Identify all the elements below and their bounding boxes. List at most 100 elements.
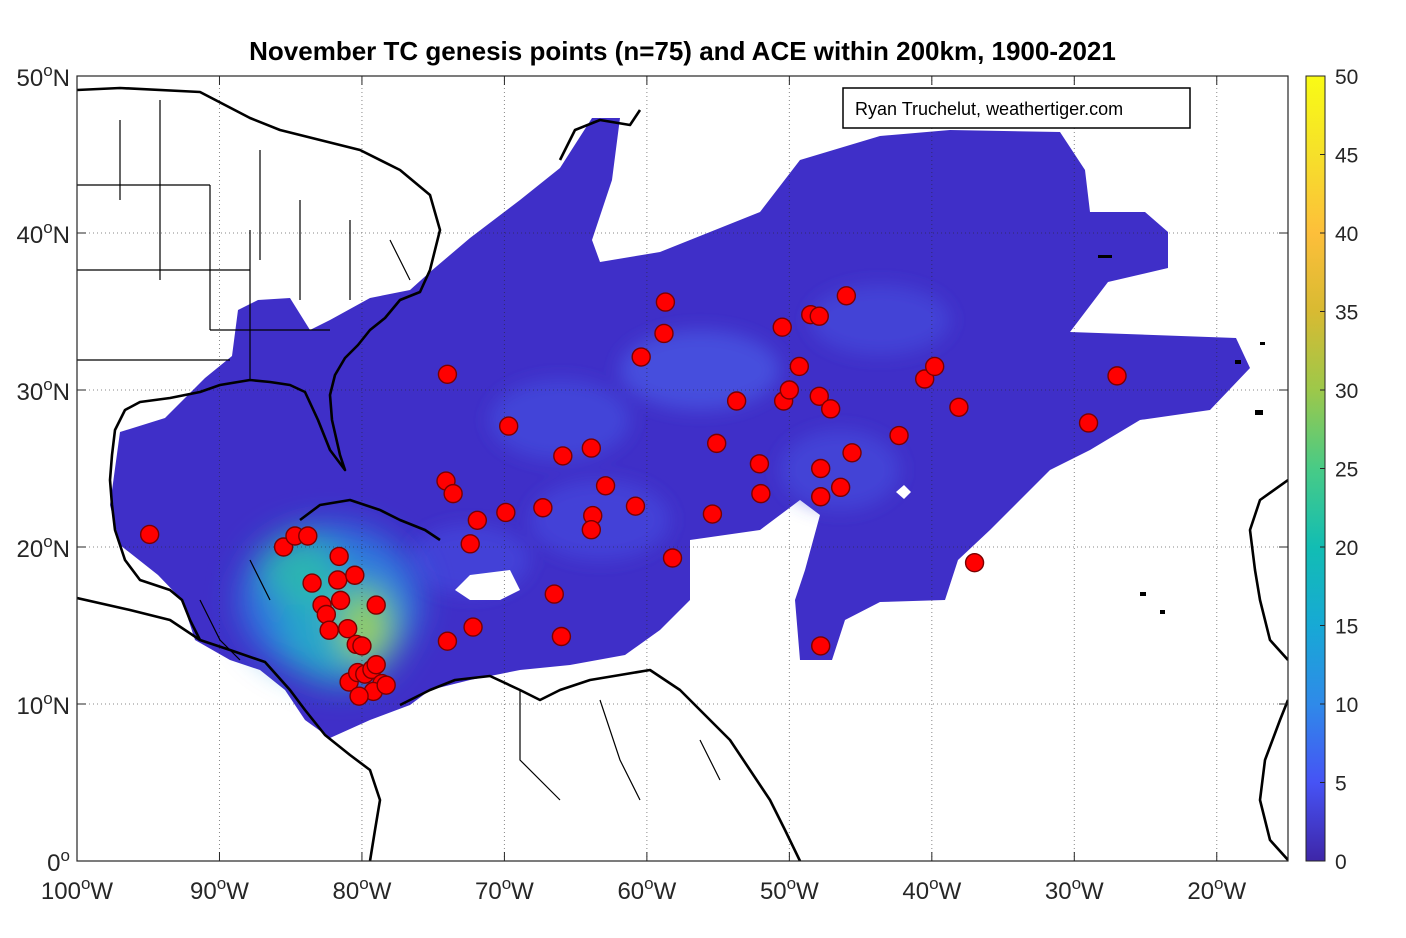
genesis-point bbox=[544, 584, 564, 604]
lat-tick-label: 20oN bbox=[16, 532, 70, 563]
genesis-point bbox=[1107, 366, 1127, 386]
genesis-point bbox=[551, 626, 572, 647]
genesis-point bbox=[779, 380, 800, 400]
genesis-point bbox=[1078, 413, 1099, 433]
colorbar-tick-label: 25 bbox=[1335, 459, 1358, 482]
genesis-point bbox=[553, 446, 573, 466]
genesis-point bbox=[443, 483, 463, 504]
colorbar-tick-label: 15 bbox=[1335, 616, 1358, 639]
borders bbox=[77, 100, 721, 801]
genesis-point bbox=[836, 286, 857, 306]
colorbar-tick-label: 20 bbox=[1335, 537, 1358, 560]
genesis-point bbox=[330, 590, 351, 611]
genesis-point bbox=[820, 399, 841, 419]
genesis-point bbox=[496, 502, 516, 523]
genesis-point bbox=[337, 618, 358, 639]
axis-ticks bbox=[76, 75, 1288, 862]
genesis-point bbox=[949, 397, 969, 417]
genesis-point bbox=[437, 631, 458, 651]
map-title: November TC genesis points (n=75) and AC… bbox=[249, 36, 1116, 66]
colorbar-tick-label: 50 bbox=[1335, 66, 1358, 89]
genesis-point bbox=[706, 433, 727, 454]
genesis-point bbox=[751, 483, 771, 504]
genesis-point bbox=[302, 573, 322, 593]
colorbar-tick-label: 5 bbox=[1335, 773, 1347, 796]
genesis-point bbox=[328, 570, 348, 590]
colorbar-tick-label: 40 bbox=[1335, 223, 1358, 246]
colorbar-tick-label: 0 bbox=[1335, 851, 1347, 874]
colorbar-tick-label: 10 bbox=[1335, 694, 1358, 717]
lat-tick-label: 50oN bbox=[16, 61, 70, 92]
genesis-point bbox=[316, 604, 337, 625]
lon-tick-label: 70oW bbox=[475, 874, 534, 905]
genesis-point bbox=[810, 636, 831, 656]
genesis-point bbox=[631, 347, 651, 367]
latitude-tick-labels: 0o 10oN 20oN 30oN 40oN 50oN bbox=[16, 61, 70, 877]
lon-tick-label: 40oW bbox=[902, 874, 961, 905]
hispaniola-gap bbox=[455, 570, 520, 600]
credit-text: Ryan Truchelut, weathertiger.com bbox=[855, 99, 1123, 119]
genesis-point bbox=[924, 356, 945, 377]
genesis-point bbox=[349, 686, 369, 706]
longitude-tick-labels: 100oW 90oW 80oW 70oW 60oW 50oW 40oW 30oW 20oW bbox=[41, 874, 1247, 905]
genesis-point bbox=[964, 553, 985, 573]
genesis-point bbox=[581, 520, 602, 540]
genesis-point bbox=[789, 356, 810, 377]
genesis-point bbox=[654, 323, 674, 344]
genesis-points bbox=[139, 286, 1127, 706]
genesis-point bbox=[810, 458, 831, 479]
lon-tick-label: 60oW bbox=[617, 874, 676, 905]
genesis-point bbox=[467, 510, 488, 531]
genesis-point bbox=[625, 496, 646, 516]
genesis-point bbox=[749, 454, 770, 474]
genesis-point bbox=[437, 364, 458, 384]
genesis-point bbox=[889, 425, 909, 446]
map-grid bbox=[77, 76, 1288, 861]
genesis-point bbox=[830, 477, 851, 498]
axes-frame bbox=[76, 75, 1289, 862]
genesis-point bbox=[533, 498, 553, 518]
lat-tick-label: 40oN bbox=[16, 218, 70, 249]
genesis-point bbox=[581, 438, 602, 458]
genesis-point bbox=[139, 524, 160, 545]
lon-tick-label: 80oW bbox=[333, 874, 392, 905]
colorbar: 0 5 10 15 20 25 30 35 40 45 50 bbox=[1305, 66, 1358, 874]
genesis-point bbox=[655, 292, 676, 312]
genesis-point bbox=[298, 526, 318, 546]
genesis-point bbox=[726, 391, 747, 411]
lon-tick-label: 100oW bbox=[41, 874, 114, 905]
genesis-point bbox=[702, 504, 723, 524]
field-hole bbox=[896, 485, 911, 499]
lon-tick-label: 20oW bbox=[1187, 874, 1246, 905]
genesis-point bbox=[366, 655, 386, 675]
genesis-point bbox=[810, 487, 831, 507]
colorbar-tick-label: 30 bbox=[1335, 380, 1358, 403]
genesis-point bbox=[595, 476, 616, 496]
genesis-point bbox=[345, 565, 365, 585]
lat-tick-label: 0o bbox=[47, 846, 70, 877]
colorbar-tick-label: 45 bbox=[1335, 145, 1358, 168]
lon-tick-label: 30oW bbox=[1045, 874, 1104, 905]
genesis-point bbox=[460, 534, 480, 554]
genesis-point bbox=[329, 546, 349, 567]
lon-tick-label: 50oW bbox=[760, 874, 819, 905]
lat-tick-label: 10oN bbox=[16, 689, 70, 720]
lon-tick-label: 90oW bbox=[190, 874, 249, 905]
islands bbox=[1098, 255, 1265, 614]
genesis-point bbox=[809, 306, 829, 326]
credit-box: Ryan Truchelut, weathertiger.com bbox=[842, 87, 1191, 129]
genesis-point bbox=[662, 548, 683, 568]
genesis-point bbox=[498, 416, 519, 436]
genesis-point bbox=[319, 620, 339, 640]
genesis-point bbox=[352, 636, 372, 656]
coastlines bbox=[77, 86, 1288, 861]
colorbar-ticks: 0 5 10 15 20 25 30 35 40 45 50 bbox=[1320, 66, 1358, 874]
genesis-point bbox=[463, 617, 483, 637]
genesis-point bbox=[366, 595, 386, 615]
genesis-point bbox=[809, 386, 829, 406]
genesis-point bbox=[376, 675, 396, 695]
genesis-point bbox=[842, 443, 862, 463]
colorbar-tick-label: 35 bbox=[1335, 302, 1358, 325]
genesis-point bbox=[772, 317, 792, 337]
